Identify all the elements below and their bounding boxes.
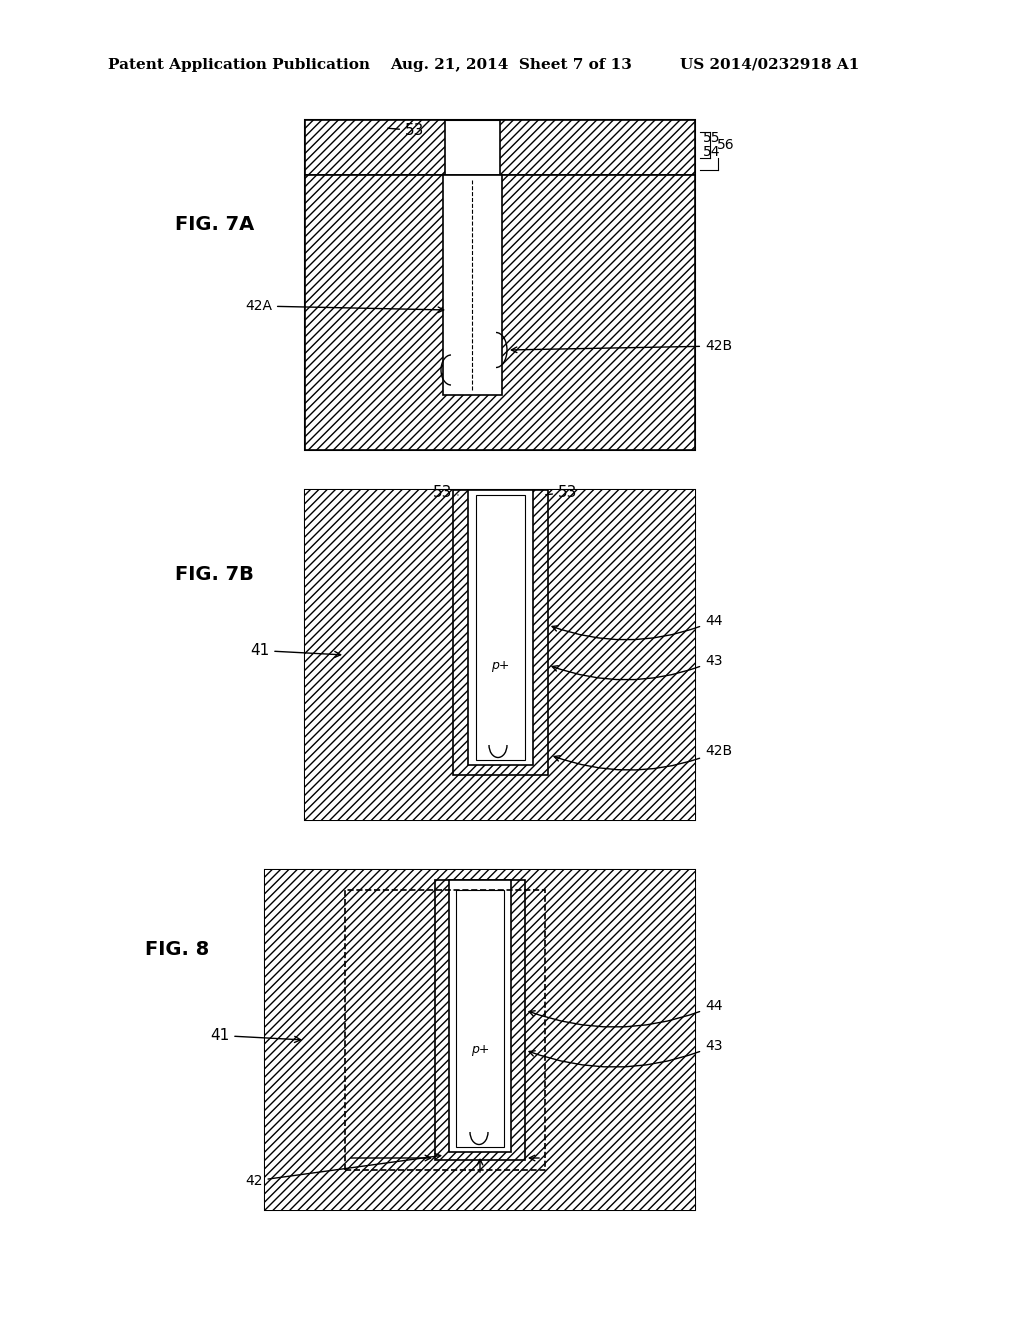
Bar — [305, 120, 695, 450]
Bar — [456, 890, 504, 1147]
Text: 43: 43 — [529, 1039, 723, 1067]
Bar — [468, 490, 534, 766]
Text: 42: 42 — [245, 1154, 440, 1188]
Bar — [305, 120, 445, 176]
Bar — [453, 490, 548, 775]
Text: 43: 43 — [552, 653, 723, 680]
Bar — [476, 495, 525, 760]
Text: 53: 53 — [546, 484, 578, 500]
Bar — [305, 176, 695, 450]
Text: 53: 53 — [388, 123, 424, 139]
Text: 41: 41 — [250, 643, 341, 657]
Text: 56: 56 — [717, 139, 734, 152]
Bar — [265, 870, 695, 1210]
Text: Patent Application Publication: Patent Application Publication — [108, 58, 370, 73]
Text: FIG. 8: FIG. 8 — [145, 940, 209, 960]
Bar — [443, 176, 502, 395]
Bar — [435, 880, 525, 1160]
Text: 41: 41 — [210, 1028, 301, 1043]
Text: 42B: 42B — [511, 339, 732, 352]
Text: p+: p+ — [490, 659, 509, 672]
Bar — [305, 490, 695, 820]
Bar — [305, 490, 695, 820]
Text: 55: 55 — [703, 131, 721, 145]
Bar — [449, 880, 511, 1152]
Bar — [345, 890, 545, 1170]
Bar — [500, 120, 695, 176]
Text: 42A: 42A — [245, 300, 443, 313]
Text: 42B: 42B — [554, 744, 732, 770]
Text: 44: 44 — [552, 614, 723, 640]
Text: p+: p+ — [471, 1044, 489, 1056]
Text: 54: 54 — [703, 145, 721, 158]
Text: 44: 44 — [529, 999, 723, 1027]
Text: 53: 53 — [433, 484, 458, 500]
Text: Aug. 21, 2014  Sheet 7 of 13: Aug. 21, 2014 Sheet 7 of 13 — [390, 58, 632, 73]
Text: US 2014/0232918 A1: US 2014/0232918 A1 — [680, 58, 859, 73]
Bar — [265, 870, 695, 1210]
Text: FIG. 7A: FIG. 7A — [175, 215, 254, 234]
Text: FIG. 7B: FIG. 7B — [175, 565, 254, 583]
